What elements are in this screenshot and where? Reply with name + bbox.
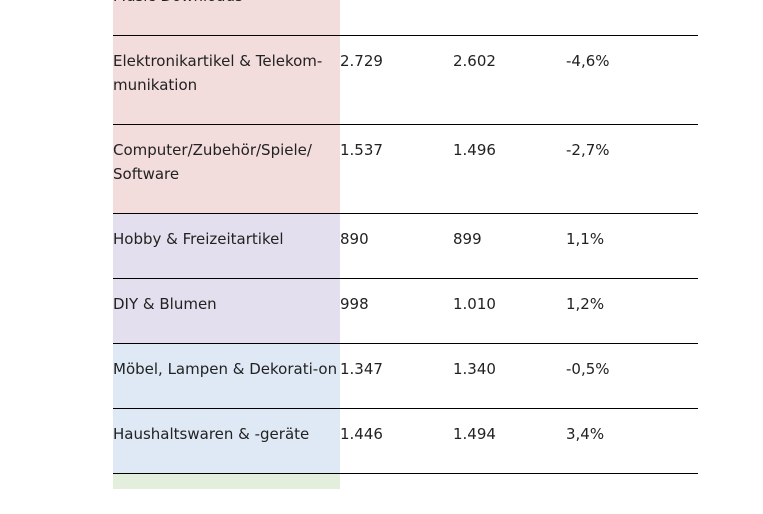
category-cell: Music Downloads	[113, 0, 340, 36]
change-cell: 1,2%	[566, 278, 698, 344]
change-cell: 1,1%	[566, 213, 698, 279]
value-2020-cell	[453, 0, 566, 36]
empty-cell	[340, 474, 453, 490]
value-2019-cell	[340, 0, 453, 36]
value-2020-cell: 1.340	[453, 343, 566, 409]
category-cell: Elektronikartikel & Telekom-munikation	[113, 35, 340, 125]
empty-cell	[453, 474, 566, 490]
table-row: DIY & Blumen 998 1.010 1,2%	[113, 278, 698, 344]
category-cell: Haushaltswaren & -geräte	[113, 408, 340, 474]
value-2020-cell: 1.010	[453, 278, 566, 344]
value-2020-cell: 2.602	[453, 35, 566, 125]
change-cell: -4,6%	[566, 35, 698, 125]
change-cell: 3,4%	[566, 408, 698, 474]
change-cell: -2,7%	[566, 124, 698, 214]
table-row: Möbel, Lampen & Dekorati-on 1.347 1.340 -0,…	[113, 343, 698, 409]
empty-cell	[566, 474, 698, 490]
value-2020-cell: 1.494	[453, 408, 566, 474]
change-cell	[566, 0, 698, 36]
table-row: Music Downloads	[113, 0, 698, 36]
category-cell: Hobby & Freizeitartikel	[113, 213, 340, 279]
change-cell: -0,5%	[566, 343, 698, 409]
value-2019-cell: 998	[340, 278, 453, 344]
table-row	[113, 473, 698, 490]
table-row: Computer/Zubehör/Spiele/ Software 1.537 1.…	[113, 124, 698, 214]
category-cell	[113, 473, 340, 489]
value-2019-cell: 2.729	[340, 35, 453, 125]
value-2020-cell: 899	[453, 213, 566, 279]
category-cell: Möbel, Lampen & Dekorati-on	[113, 343, 340, 409]
category-cell: DIY & Blumen	[113, 278, 340, 344]
value-2019-cell: 1.347	[340, 343, 453, 409]
value-2019-cell: 1.446	[340, 408, 453, 474]
value-2020-cell: 1.496	[453, 124, 566, 214]
value-2019-cell: 890	[340, 213, 453, 279]
table-row: Hobby & Freizeitartikel 890 899 1,1%	[113, 213, 698, 279]
sales-table: Music DownloadsElektronikartikel & Telek…	[113, 0, 698, 489]
table-row: Elektronikartikel & Telekom-munikation 2.…	[113, 35, 698, 125]
table-row: Haushaltswaren & -geräte 1.446 1.494 3,4%	[113, 408, 698, 474]
category-cell: Computer/Zubehör/Spiele/ Software	[113, 124, 340, 214]
value-2019-cell: 1.537	[340, 124, 453, 214]
